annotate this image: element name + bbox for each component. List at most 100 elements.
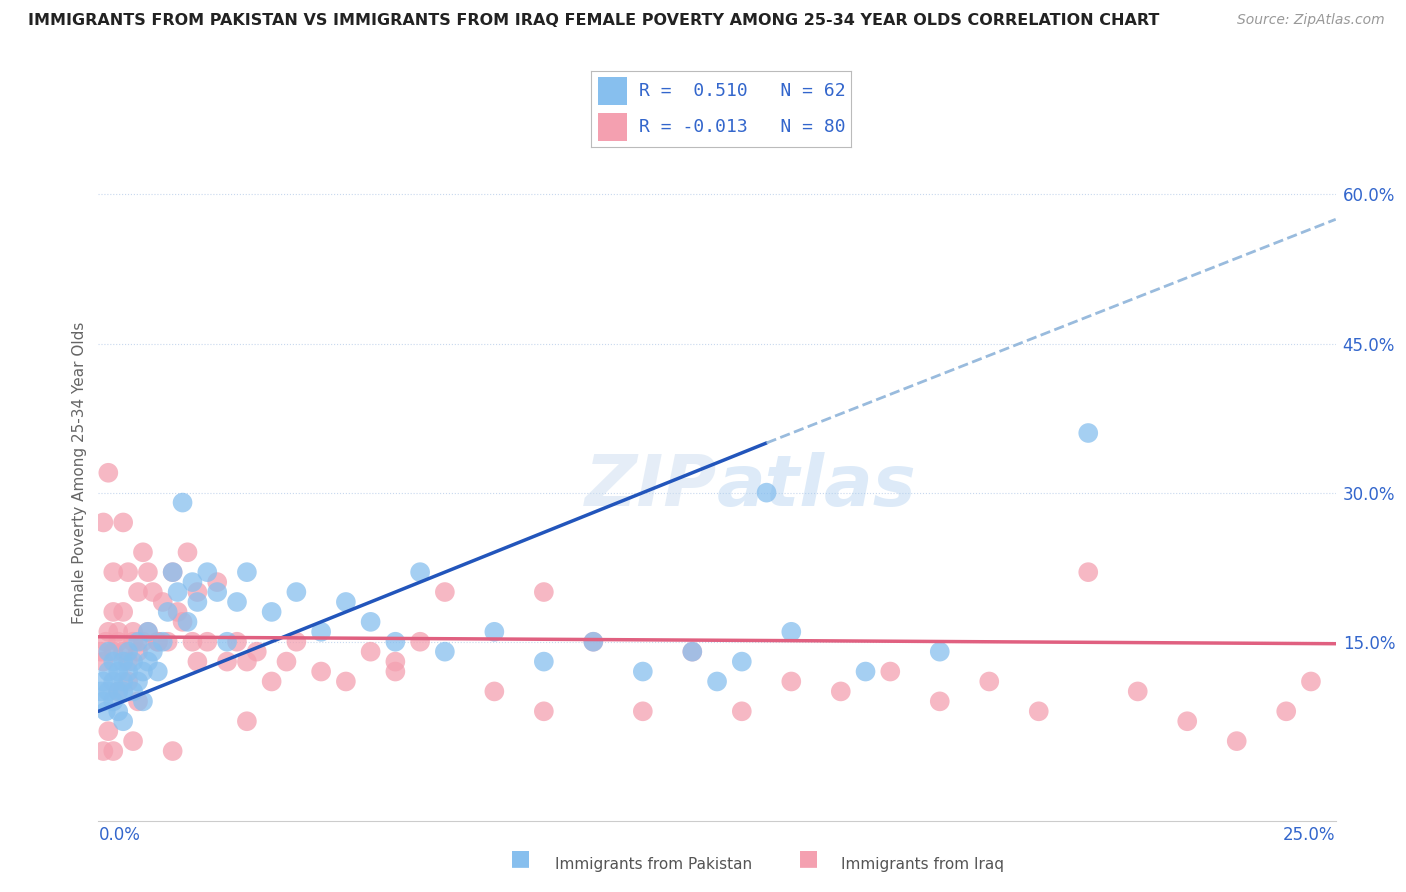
Point [103,674,125,689]
Point [260,605,283,619]
Point [681,645,703,659]
Point [236,655,259,669]
Point [384,665,406,679]
Point [107,665,129,679]
Point [152,595,174,609]
Point [533,585,555,599]
Point [226,595,249,609]
Y-axis label: Female Poverty Among 25-34 Year Olds: Female Poverty Among 25-34 Year Olds [72,322,87,624]
Point [226,634,249,648]
Point [127,674,149,689]
Point [112,516,135,530]
Point [309,665,332,679]
Point [103,565,125,579]
Point [582,634,605,648]
Point [631,704,654,718]
Point [93,674,115,689]
Point [176,545,198,559]
Point [162,565,184,579]
Point [780,674,803,689]
Text: 0.0%: 0.0% [98,826,141,844]
Point [94,704,117,718]
Point [97,665,120,679]
Point [122,734,145,748]
Point [276,655,298,669]
Point [236,565,259,579]
Point [162,744,184,758]
Point [172,495,194,509]
Point [107,684,129,698]
Point [433,585,456,599]
Point [103,605,125,619]
Bar [599,113,627,141]
Point [360,645,382,659]
Point [103,744,125,758]
Point [112,645,135,659]
Point [136,624,159,639]
Point [706,674,728,689]
Point [122,684,145,698]
Point [97,645,120,659]
Point [1077,565,1099,579]
Point [181,634,204,648]
Point [731,704,754,718]
Point [117,565,139,579]
Point [186,595,208,609]
Point [217,655,239,669]
Point [156,634,179,648]
Point [90,684,112,698]
Point [146,665,169,679]
Point [97,684,120,698]
Point [93,516,115,530]
Point [132,694,155,708]
Point [107,634,129,648]
Point [136,565,159,579]
Point [112,605,135,619]
Point [112,714,135,729]
Point [146,634,169,648]
Text: ZIP: ZIP [585,452,717,521]
Point [117,665,139,679]
Point [186,655,208,669]
Point [285,585,308,599]
Point [360,615,382,629]
Point [103,694,125,708]
Point [132,634,155,648]
Point [205,585,228,599]
Point [90,645,112,659]
Point [433,645,456,659]
Point [142,585,165,599]
Point [166,585,188,599]
Point [484,684,506,698]
Point [162,565,184,579]
Point [1028,704,1050,718]
Point [93,694,115,708]
Point [156,605,179,619]
Point [117,674,139,689]
Point [533,655,555,669]
Point [136,624,159,639]
Point [246,645,269,659]
Point [830,684,852,698]
Point [166,605,188,619]
Point [1226,734,1249,748]
Point [146,634,169,648]
Point [117,645,139,659]
Point [93,655,115,669]
Point [97,624,120,639]
Point [195,634,218,648]
Text: ■: ■ [510,848,530,868]
Point [384,655,406,669]
Point [928,645,950,659]
Point [409,634,432,648]
Text: ■: ■ [799,848,818,868]
Text: 25.0%: 25.0% [1284,826,1336,844]
Point [122,624,145,639]
Point [285,634,308,648]
Point [879,665,901,679]
Point [112,674,135,689]
Text: IMMIGRANTS FROM PAKISTAN VS IMMIGRANTS FROM IRAQ FEMALE POVERTY AMONG 25-34 YEAR: IMMIGRANTS FROM PAKISTAN VS IMMIGRANTS F… [28,13,1160,29]
Point [132,545,155,559]
Point [176,615,198,629]
Point [533,704,555,718]
